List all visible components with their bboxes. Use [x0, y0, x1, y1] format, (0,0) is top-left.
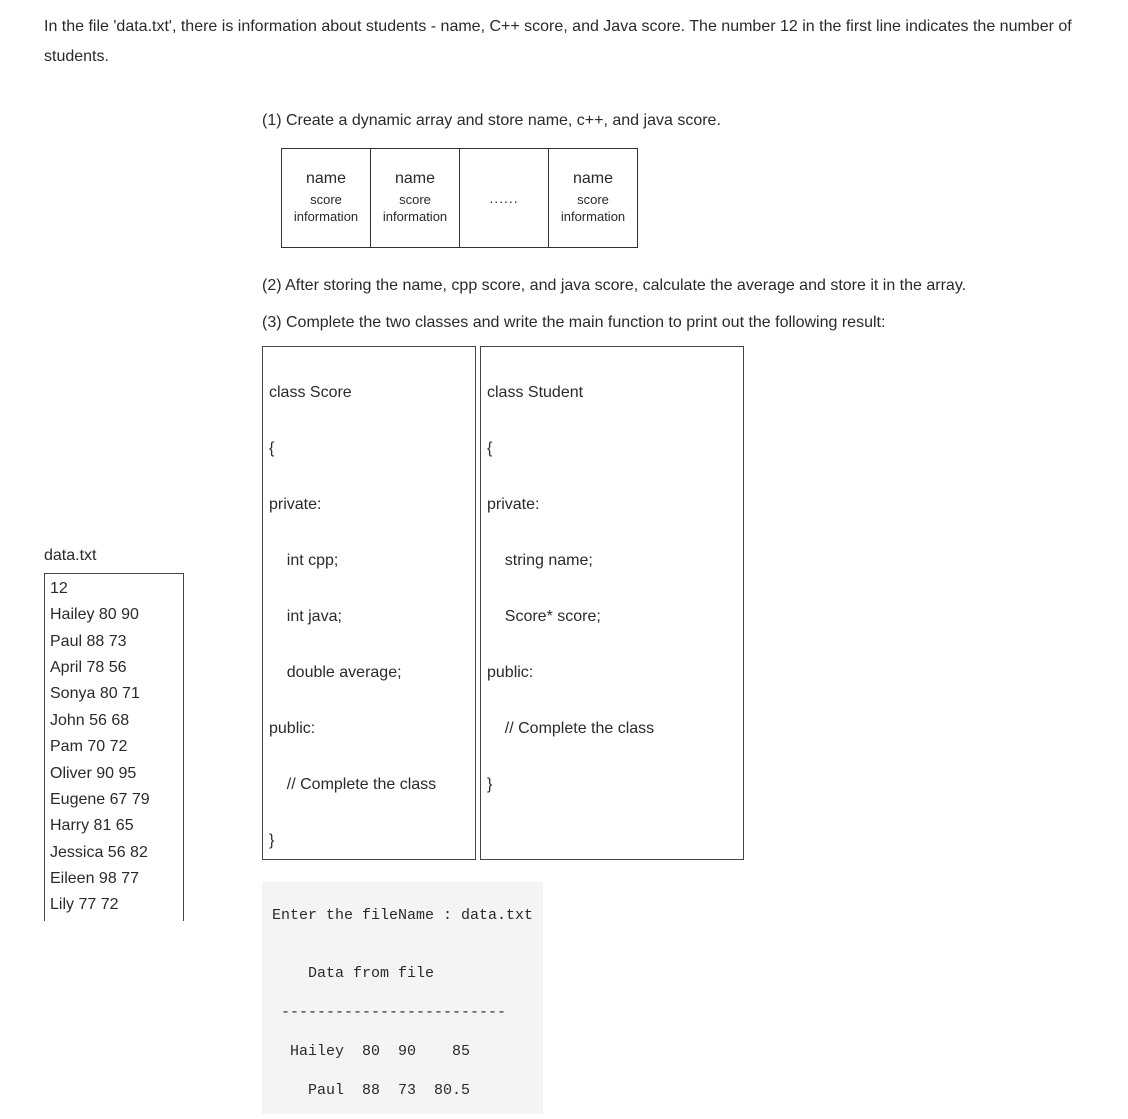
data-line: Oliver 90 95: [50, 761, 178, 787]
output-row: Paul 88 73 80.5: [272, 1081, 533, 1101]
cell-score-l1: score: [310, 192, 342, 207]
data-line: Eugene 67 79: [50, 787, 178, 813]
datafile-box: 12 Hailey 80 90 Paul 88 73 April 78 56 S…: [44, 573, 184, 921]
code-line: int cpp;: [269, 547, 469, 575]
code-line: // Complete the class: [487, 715, 737, 743]
console-output: Enter the fileName : data.txt Data from …: [262, 882, 543, 1114]
data-line: Sonya 80 71: [50, 681, 178, 707]
class-boxes: class Score { private: int cpp; int java…: [262, 346, 1128, 860]
array-cell: name score information: [548, 148, 638, 248]
data-line: Eileen 98 77: [50, 866, 178, 892]
code-line: int java;: [269, 603, 469, 631]
array-cell-dots: ......: [459, 148, 549, 248]
cell-score-l1: score: [577, 192, 609, 207]
code-line: public:: [487, 659, 737, 687]
data-line: Hailey 80 90: [50, 602, 178, 628]
code-line: class Student: [487, 379, 737, 407]
class-student-box: class Student { private: string name; Sc…: [480, 346, 744, 860]
cell-name: name: [306, 170, 346, 188]
datafile-label: data.txt: [44, 547, 262, 565]
code-line: class Score: [269, 379, 469, 407]
step2: (2) After storing the name, cpp score, a…: [262, 272, 982, 299]
data-line: Harry 81 65: [50, 813, 178, 839]
array-cell: name score information: [281, 148, 371, 248]
cell-name: name: [573, 170, 613, 188]
right-column: (1) Create a dynamic array and store nam…: [262, 97, 1128, 1119]
array-diagram: name score information name score inform…: [282, 148, 1128, 248]
data-line: April 78 56: [50, 655, 178, 681]
data-line: 12: [50, 576, 178, 602]
data-line: Jessica 56 82: [50, 840, 178, 866]
output-header: Data from file: [272, 964, 533, 984]
cell-score-l2: information: [561, 209, 625, 224]
code-line: {: [269, 435, 469, 463]
code-line: public:: [269, 715, 469, 743]
step1: (1) Create a dynamic array and store nam…: [262, 107, 982, 134]
data-line: Lily 77 72: [50, 892, 178, 918]
intro-text: In the file 'data.txt', there is informa…: [44, 12, 1104, 73]
cell-score-l2: information: [294, 209, 358, 224]
cell-name: name: [395, 170, 435, 188]
code-line: Score* score;: [487, 603, 737, 631]
code-line: {: [487, 435, 737, 463]
code-line: private:: [269, 491, 469, 519]
data-line: Pam 70 72: [50, 734, 178, 760]
cell-score: score information: [383, 192, 447, 226]
step3: (3) Complete the two classes and write t…: [262, 309, 982, 336]
data-line: John 56 68: [50, 708, 178, 734]
cell-score-l2: information: [383, 209, 447, 224]
class-score-box: class Score { private: int cpp; int java…: [262, 346, 476, 860]
output-prompt: Enter the fileName : data.txt: [272, 906, 533, 926]
cell-score: score information: [561, 192, 625, 226]
cell-score-l1: score: [399, 192, 431, 207]
code-line: double average;: [269, 659, 469, 687]
main-columns: data.txt 12 Hailey 80 90 Paul 88 73 Apri…: [44, 97, 1128, 1119]
cell-score: score information: [294, 192, 358, 226]
code-line: // Complete the class: [269, 771, 469, 799]
dots-text: ......: [489, 190, 518, 206]
array-cell: name score information: [370, 148, 460, 248]
data-line: Paul 88 73: [50, 629, 178, 655]
code-line: private:: [487, 491, 737, 519]
output-rule: -------------------------: [272, 1003, 533, 1023]
code-line: string name;: [487, 547, 737, 575]
code-line: }: [487, 771, 737, 799]
code-line: }: [269, 827, 469, 855]
left-column: data.txt 12 Hailey 80 90 Paul 88 73 Apri…: [44, 97, 262, 921]
output-row: Hailey 80 90 85: [272, 1042, 533, 1062]
